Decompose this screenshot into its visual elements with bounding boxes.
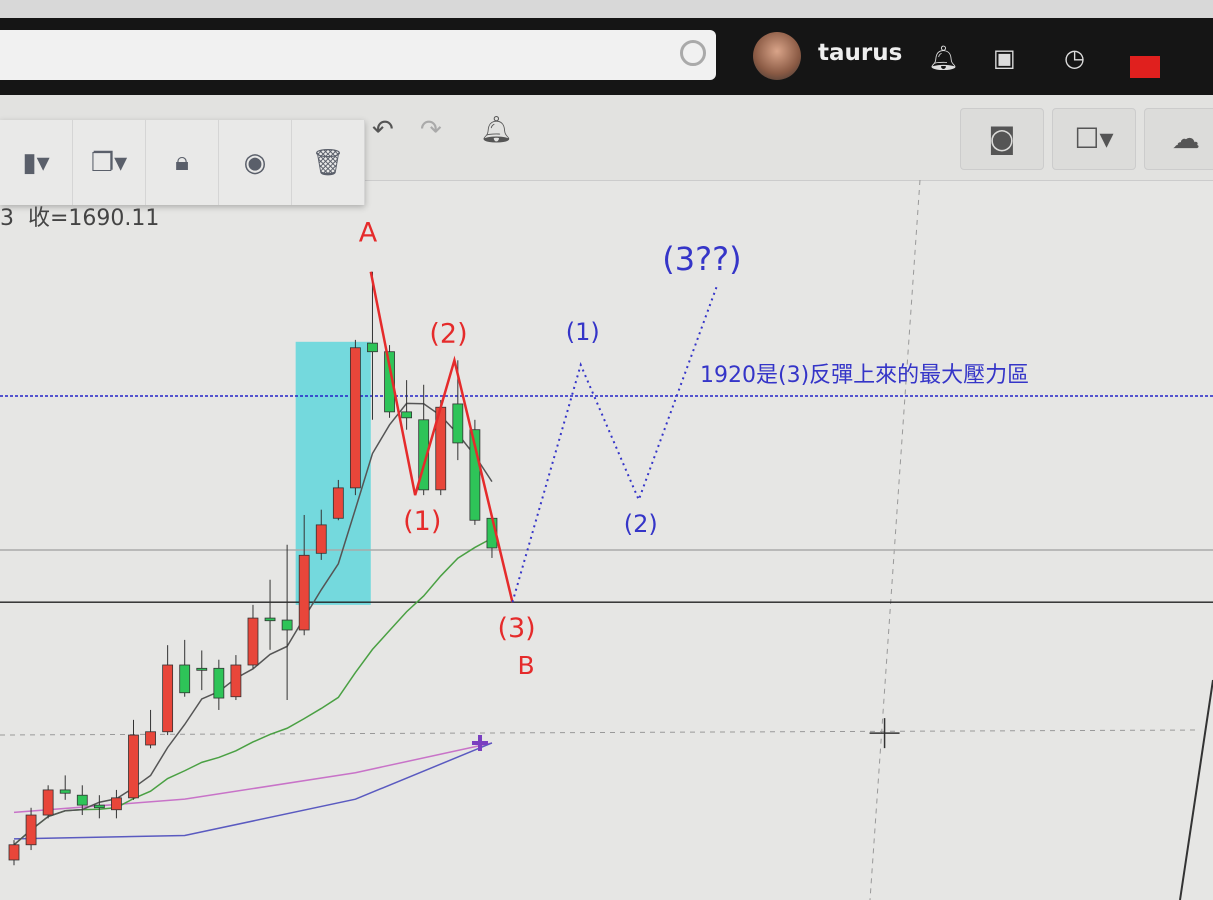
wave-label: (3) (497, 613, 535, 644)
candle-body (162, 664, 174, 733)
candle-body (315, 524, 327, 554)
drawing-toolbar: ▮▾ ❐▾ 🔒︎ ◉ 🗑︎ (0, 120, 365, 205)
candle-body (213, 667, 225, 699)
candle-body (264, 617, 276, 622)
candle-body (59, 789, 71, 794)
projection-label: (2) (624, 510, 658, 538)
candle-body (247, 617, 259, 666)
highlight-box (295, 341, 371, 605)
candle-body (298, 554, 310, 631)
eye-icon[interactable]: ◉ (219, 120, 292, 205)
wave-red-line (369, 271, 514, 603)
lock-icon[interactable]: 🔒︎ (146, 120, 219, 205)
clone-icon[interactable]: ❐▾ (73, 120, 146, 205)
candle-body (418, 419, 430, 491)
candle-body (76, 794, 88, 806)
ohlc-legend: 3 收=1690.11 (0, 200, 159, 232)
cloud-download-icon[interactable]: ☁ (1144, 108, 1213, 170)
ma-long2-line (13, 742, 493, 840)
layers-icon[interactable]: ▮▾ (0, 120, 73, 205)
crosshair-cursor (869, 718, 900, 749)
candle-body (111, 797, 122, 811)
close-value: 收=1690.11 (28, 206, 160, 231)
candle-body (486, 517, 498, 549)
username[interactable]: taurus (818, 40, 903, 66)
wave-label: (2) (429, 318, 467, 349)
top-bar: taurus 🔔︎ ▣ ◷ (0, 0, 1213, 95)
candle-body (179, 664, 191, 694)
candle-body (384, 351, 395, 413)
candle-body (145, 731, 156, 746)
ma-short-line (13, 402, 493, 846)
layout-square-icon[interactable]: ☐▾ (1052, 108, 1136, 170)
avatar[interactable] (753, 32, 801, 80)
camera-icon[interactable]: ◙ (960, 108, 1044, 170)
projection-label: (1) (566, 318, 600, 346)
briefcase-icon[interactable]: ▣ (993, 44, 1016, 72)
add-alert-icon[interactable]: 🔔︎ (480, 115, 514, 145)
flag-icon[interactable] (1130, 56, 1160, 78)
bell-icon[interactable]: 🔔︎ (928, 44, 959, 72)
redo-icon[interactable]: ↷ (420, 115, 442, 145)
candle-body (93, 804, 105, 809)
candle-body (452, 403, 464, 444)
wave-label-b: B (517, 651, 534, 680)
wave-label: (1) (403, 506, 441, 537)
candle-body (332, 487, 344, 519)
projection-label: (3??) (662, 240, 741, 278)
plus-marker (472, 734, 489, 751)
legend-prefix: 3 (0, 206, 14, 231)
candle-body (128, 734, 139, 799)
ma-long1-line (13, 742, 493, 814)
resistance-label: 1920是(3)反彈上來的最大壓力區 (700, 363, 1029, 388)
candle-body (25, 814, 37, 846)
grid-line-horizontal (0, 729, 1201, 736)
search-icon[interactable] (680, 40, 706, 66)
candle-body (401, 411, 413, 419)
candle-body (469, 429, 481, 521)
ma-mid-line (13, 537, 493, 846)
search-input[interactable] (0, 30, 716, 80)
candle-body (349, 347, 361, 489)
wave-projection-line (511, 284, 719, 603)
clock-icon[interactable]: ◷ (1064, 44, 1085, 72)
price-axis-line (1179, 679, 1213, 900)
candle-body (435, 406, 447, 491)
candle-body (196, 667, 208, 671)
grid-line-vertical (869, 179, 921, 900)
candle-body (230, 664, 242, 698)
candle-body (8, 844, 20, 861)
candle-body (367, 342, 378, 353)
undo-icon[interactable]: ↶ (372, 115, 394, 145)
candle-body (281, 619, 293, 631)
wave-label: A (359, 218, 378, 249)
trash-icon[interactable]: 🗑︎ (292, 120, 365, 205)
candle-body (42, 789, 54, 816)
